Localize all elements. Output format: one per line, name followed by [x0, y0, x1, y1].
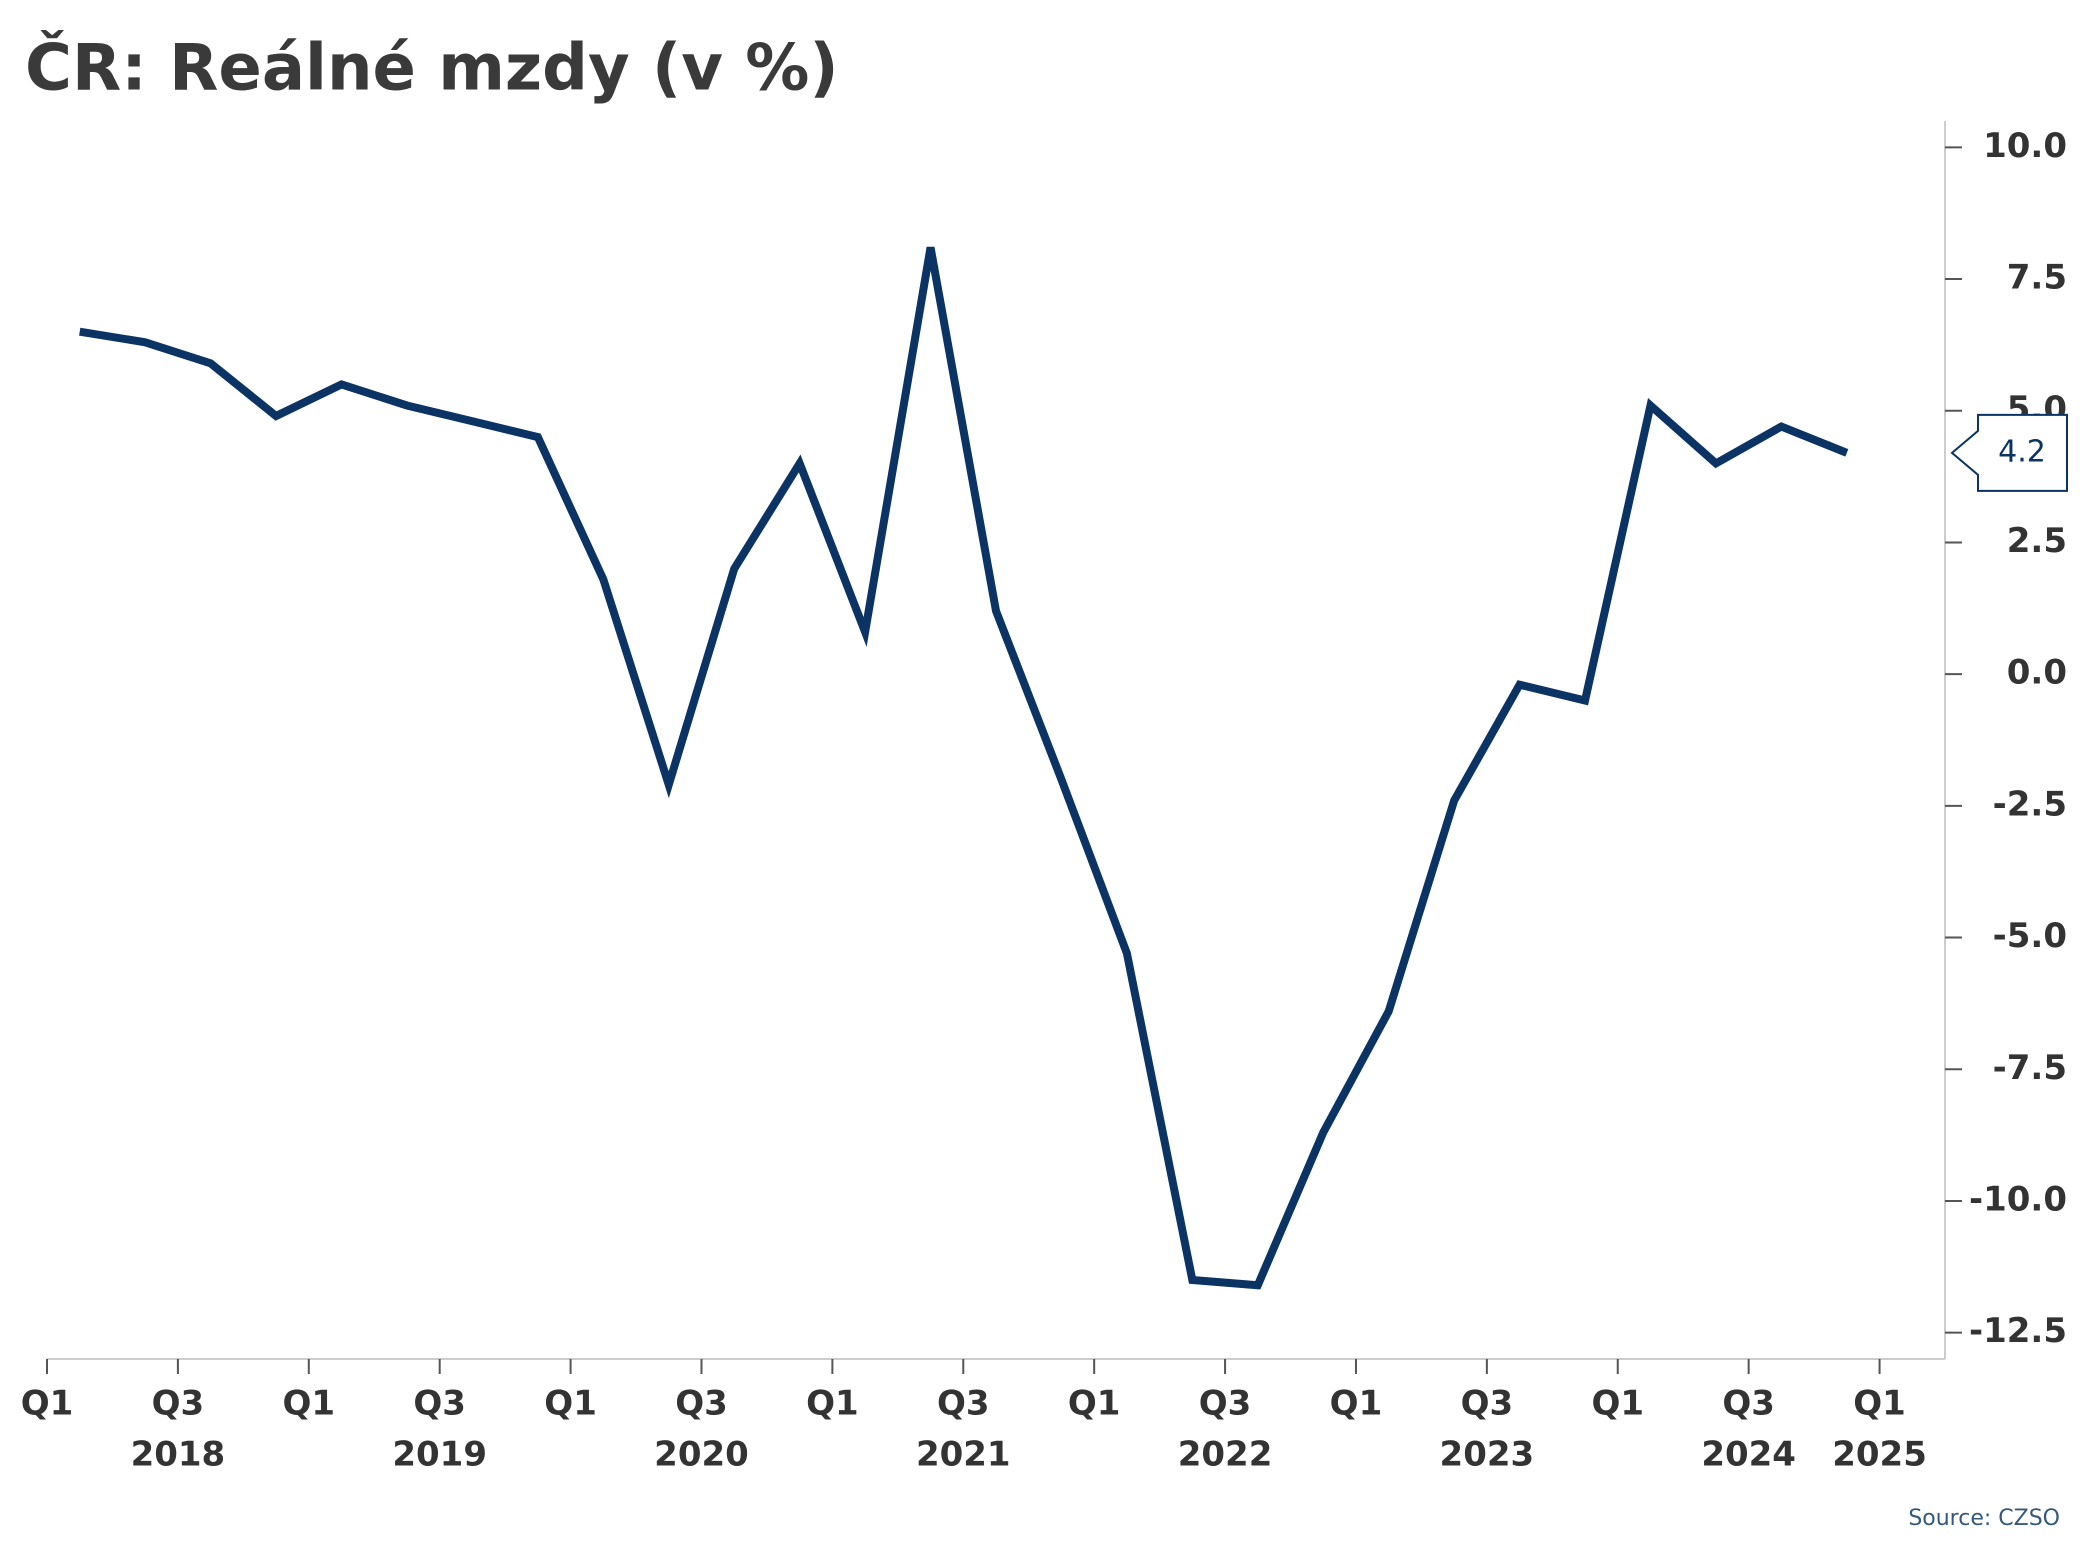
x-tick-label: Q1	[1068, 1384, 1121, 1424]
x-tick-label: Q1	[1591, 1384, 1644, 1424]
x-tick-label: Q1	[544, 1384, 597, 1424]
x-tick-label: Q3	[1199, 1384, 1252, 1424]
chart-title: ČR: Reálné mzdy (v %)	[25, 30, 839, 106]
last-value-label: 4.2	[1998, 434, 2046, 469]
x-tick-label: Q3	[937, 1384, 990, 1424]
x-tick-label: Q1	[283, 1384, 336, 1424]
x-year-label: 2024	[1701, 1435, 1796, 1475]
y-tick-label: -2.5	[1993, 784, 2067, 824]
data-line	[79, 246, 1849, 1290]
x-tick-label: Q3	[152, 1384, 205, 1424]
x-tick-label: Q1	[21, 1384, 74, 1424]
x-tick-label: Q1	[1853, 1384, 1906, 1424]
x-tick-label: Q1	[1330, 1384, 1383, 1424]
x-tick-label: Q3	[1461, 1384, 1514, 1424]
x-tick-label: Q3	[675, 1384, 728, 1424]
x-year-label: 2025	[1832, 1435, 1927, 1475]
x-tick-label: Q1	[806, 1384, 859, 1424]
x-year-label: 2019	[392, 1435, 487, 1475]
y-tick-label: -5.0	[1993, 916, 2067, 956]
y-tick-label: -10.0	[1969, 1179, 2067, 1219]
y-tick-label: -7.5	[1993, 1048, 2067, 1088]
x-year-label: 2020	[654, 1435, 749, 1475]
x-tick-label: Q3	[1722, 1384, 1775, 1424]
x-year-label: 2022	[1178, 1435, 1273, 1475]
source: Source: CZSO	[1908, 1506, 2060, 1531]
x-year-label: 2021	[916, 1435, 1011, 1475]
y-tick-label: 7.5	[2007, 258, 2067, 298]
y-tick-label: 0.0	[2007, 653, 2067, 693]
y-tick-label: -12.5	[1969, 1311, 2067, 1351]
x-year-label: 2018	[131, 1435, 226, 1475]
y-tick-label: 10.0	[1983, 126, 2067, 166]
last-value-callout	[1950, 413, 2068, 492]
y-tick-label: 2.5	[2007, 521, 2067, 561]
x-tick-label: Q3	[413, 1384, 466, 1424]
x-year-label: 2023	[1440, 1435, 1535, 1475]
